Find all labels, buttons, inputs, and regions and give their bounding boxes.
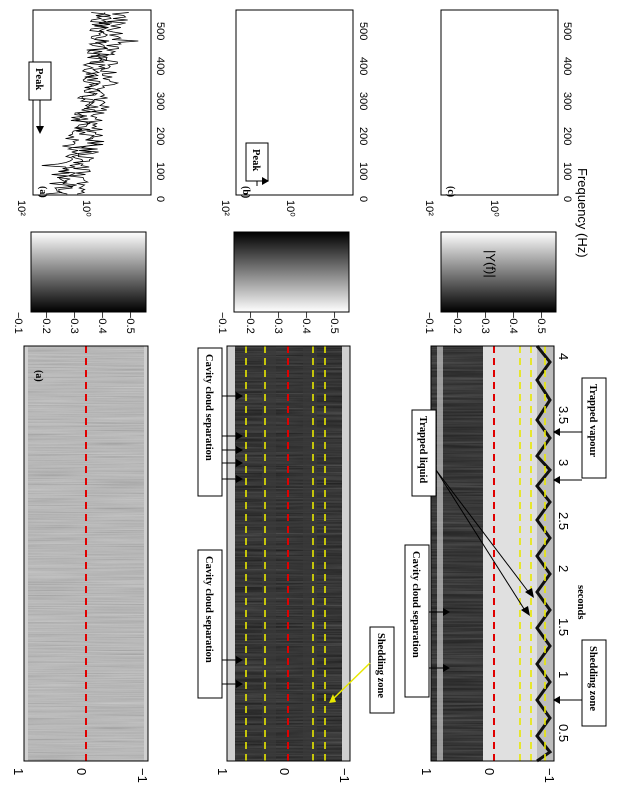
spectrum-label-b: (b): [240, 186, 251, 198]
colorbar-b: −0.1 −0.2 −0.3 −0.4 −0.5: [216, 231, 350, 334]
spectrogram-panel-c: [430, 345, 555, 763]
spectrum-a-xtick-100: 100: [154, 162, 166, 180]
colorbar-c-label-5: −0.5: [535, 312, 547, 334]
time-tick-4: 4: [556, 353, 571, 360]
y-tick-c-1: 1: [419, 768, 434, 775]
colorbar-c-label-2: −0.2: [451, 312, 463, 334]
colorbar-b-label-5: −0.5: [328, 312, 340, 334]
spectrum-label-c: (c): [445, 186, 456, 197]
colorbar-a-label-5: −0.5: [124, 312, 136, 334]
trapped-liquid-label: Trapped liquid: [417, 416, 428, 483]
cavity-b-left-label: Cavity cloud separation: [203, 556, 214, 663]
spectrum-x-label: Frequency (Hz): [575, 168, 590, 258]
spectrum-x-ticks: 0 100 200 300 400 500 0 100 200 300 400 …: [154, 22, 590, 258]
trapped-vapour-pattern: [535, 345, 553, 763]
y-tick-b-0: 0: [277, 768, 292, 775]
spectrogram-panel-a: (a): [23, 345, 149, 762]
colorbar-b-label-1: −0.1: [216, 312, 228, 334]
time-tick-1.5: 1.5: [556, 618, 571, 636]
peak-a-label: Peak: [33, 68, 44, 90]
y-tick-a-1: 1: [11, 768, 26, 775]
y-tick-a-0: 0: [74, 768, 89, 775]
spectrum-trace-b: [41, 12, 112, 195]
colorbar-a-label-1: −0.1: [12, 312, 24, 334]
spectrum-panel-c: (c): [68, 9, 559, 197]
colorbar-b-label-2: −0.2: [244, 312, 256, 334]
spectrogram-panel-b: [226, 345, 351, 762]
spectrum-b-xtick-300: 300: [357, 92, 369, 110]
time-tick-3.5: 3.5: [556, 406, 571, 424]
shedding-c-label: Shedding zone: [587, 646, 598, 711]
y-tick-b-m1: −1: [337, 768, 352, 783]
colorbar-a-label-3: −0.3: [68, 312, 80, 334]
colorbar-b-label-3: −0.3: [272, 312, 284, 334]
spectrum-b-xtick-400: 400: [357, 57, 369, 75]
spectrum-a-ytick-100: 10²: [15, 200, 27, 216]
spectrum-a-xtick-300: 300: [154, 92, 166, 110]
spectrum-c-ytick-100: 10²: [423, 200, 435, 216]
time-tick-2.5: 2.5: [556, 512, 571, 530]
spectrum-a-ytick-1: 10⁰: [80, 200, 92, 217]
cavity-c-label: Cavity cloud separation: [410, 551, 421, 658]
spectrum-c-xtick-200: 200: [561, 127, 573, 145]
spectrum-b-xtick-0: 0: [357, 196, 369, 202]
spectrum-b-ytick-100: 10²: [219, 200, 231, 216]
spectrum-y-label: |Y(f)|: [483, 250, 498, 278]
spectrum-c-xtick-300: 300: [561, 92, 573, 110]
spectrum-a-xtick-200: 200: [154, 127, 166, 145]
y-tick-c-0: 0: [482, 768, 497, 775]
y-tick-b-1: 1: [215, 768, 230, 775]
spectrum-c-xtick-400: 400: [561, 57, 573, 75]
colorbar-c-label-4: −0.4: [507, 312, 519, 334]
spectrogram-label-a: (a): [33, 370, 44, 382]
colorbar-c: −0.1 −0.2 −0.3 −0.4 −0.5: [423, 231, 557, 334]
colorbar-a: −0.1 −0.2 −0.3 −0.4 −0.5: [12, 231, 147, 334]
spectrum-c-xtick-0: 0: [561, 196, 573, 202]
cavity-b-right-label: Cavity cloud separation: [203, 354, 214, 461]
colorbar-a-label-4: −0.4: [96, 312, 108, 334]
spectrum-b-xtick-200: 200: [357, 127, 369, 145]
colorbar-c-label-1: −0.1: [423, 312, 435, 334]
peak-b-label: Peak: [250, 149, 261, 171]
y-tick-c-m1: −1: [542, 768, 557, 783]
spectrum-b-xtick-100: 100: [357, 162, 369, 180]
y-tick-a-m1: −1: [135, 768, 150, 783]
spectrum-trace-c: [68, 12, 139, 195]
spectrum-y-ticks: 10² 10⁰ 10² 10⁰ 10² 10⁰ |Y(f)|: [15, 200, 500, 278]
spectrum-c-ytick-1: 10⁰: [488, 200, 500, 217]
spectrum-panel-a: (a): [32, 9, 152, 198]
colorbar-a-label-2: −0.2: [40, 312, 52, 334]
colorbar-c-label-3: −0.3: [479, 312, 491, 334]
time-tick-0.5: 0.5: [556, 724, 571, 742]
spectrum-a-xtick-0: 0: [154, 196, 166, 202]
spectrum-label-a: (a): [37, 186, 48, 198]
spectrum-b-xtick-500: 500: [357, 22, 369, 40]
time-axis-label: seconds: [575, 585, 586, 619]
spectrum-c-xtick-100: 100: [561, 162, 573, 180]
spectrogram-y-ticks: 1 0 −1 1 0 −1 1 0 −1: [11, 768, 557, 783]
annotations: Peak Peak Cavity cloud separation Cavity…: [28, 61, 607, 727]
spectrogram-time-axis: 0.5 1 1.5 2 2.5 3 3.5 4 seconds: [556, 353, 586, 742]
time-tick-2: 2: [556, 565, 571, 572]
time-tick-1: 1: [556, 671, 571, 678]
spectrum-b-ytick-1: 10⁰: [284, 200, 296, 217]
spectrum-a-xtick-400: 400: [154, 57, 166, 75]
shedding-b-label: Shedding zone: [375, 633, 386, 698]
trapped-vapour-label: Trapped vapour: [587, 384, 598, 457]
spectrum-c-xtick-500: 500: [561, 22, 573, 40]
colorbar-b-label-4: −0.4: [300, 312, 312, 334]
spectrum-a-xtick-500: 500: [154, 22, 166, 40]
time-tick-3: 3: [556, 459, 571, 466]
